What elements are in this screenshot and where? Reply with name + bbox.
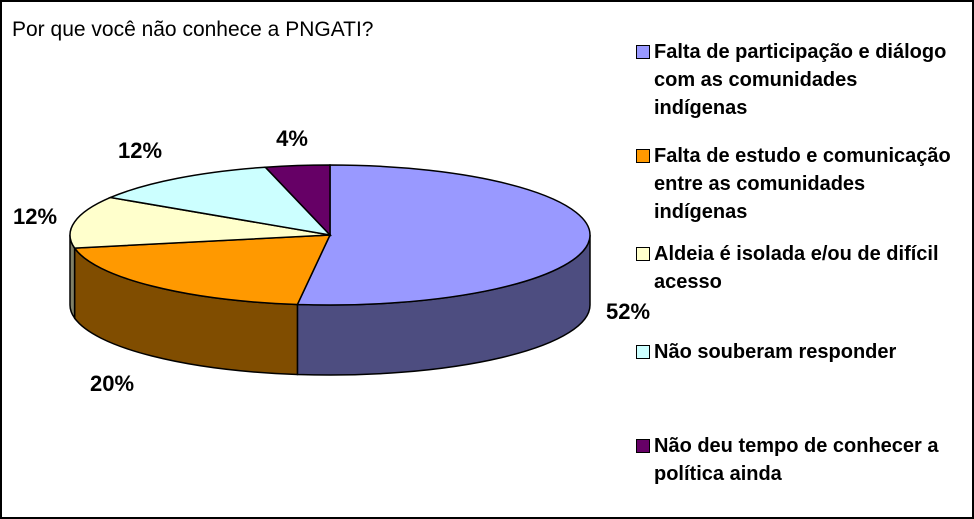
legend-item: Falta de participação e diálogo com as c… bbox=[636, 38, 966, 122]
legend-item: Aldeia é isolada e/ou de difícil acesso bbox=[636, 240, 966, 296]
pie-slice bbox=[263, 164, 331, 237]
legend-label: Falta de participação e diálogo com as c… bbox=[654, 41, 947, 119]
legend-swatch bbox=[636, 149, 650, 163]
legend-label: Aldeia é isolada e/ou de difícil acesso bbox=[654, 243, 939, 293]
legend-item: Não deu tempo de conhecer a política ain… bbox=[636, 432, 966, 488]
legend-label: Não souberam responder bbox=[654, 341, 897, 363]
pie-slice bbox=[69, 196, 331, 249]
legend-swatch bbox=[636, 439, 650, 453]
legend-swatch bbox=[636, 247, 650, 261]
data-label: 12% bbox=[118, 138, 162, 163]
data-label: 12% bbox=[13, 204, 57, 229]
chart-title: Por que você não conhece a PNGATI? bbox=[12, 18, 374, 41]
data-label: 4% bbox=[276, 126, 308, 151]
pie-slice bbox=[73, 234, 332, 306]
legend-label: Não deu tempo de conhecer a política ain… bbox=[654, 435, 939, 485]
legend-swatch bbox=[636, 45, 650, 59]
legend-label: Falta de estudo e comunicação entre as c… bbox=[654, 145, 951, 223]
legend-item: Falta de estudo e comunicação entre as c… bbox=[636, 142, 966, 226]
pie-slice bbox=[296, 164, 591, 306]
legend-swatch bbox=[636, 345, 650, 359]
data-label: 52% bbox=[606, 299, 650, 324]
legend-item: Não souberam responder bbox=[636, 338, 966, 366]
pie-slice bbox=[107, 166, 333, 237]
data-label: 20% bbox=[90, 371, 134, 396]
